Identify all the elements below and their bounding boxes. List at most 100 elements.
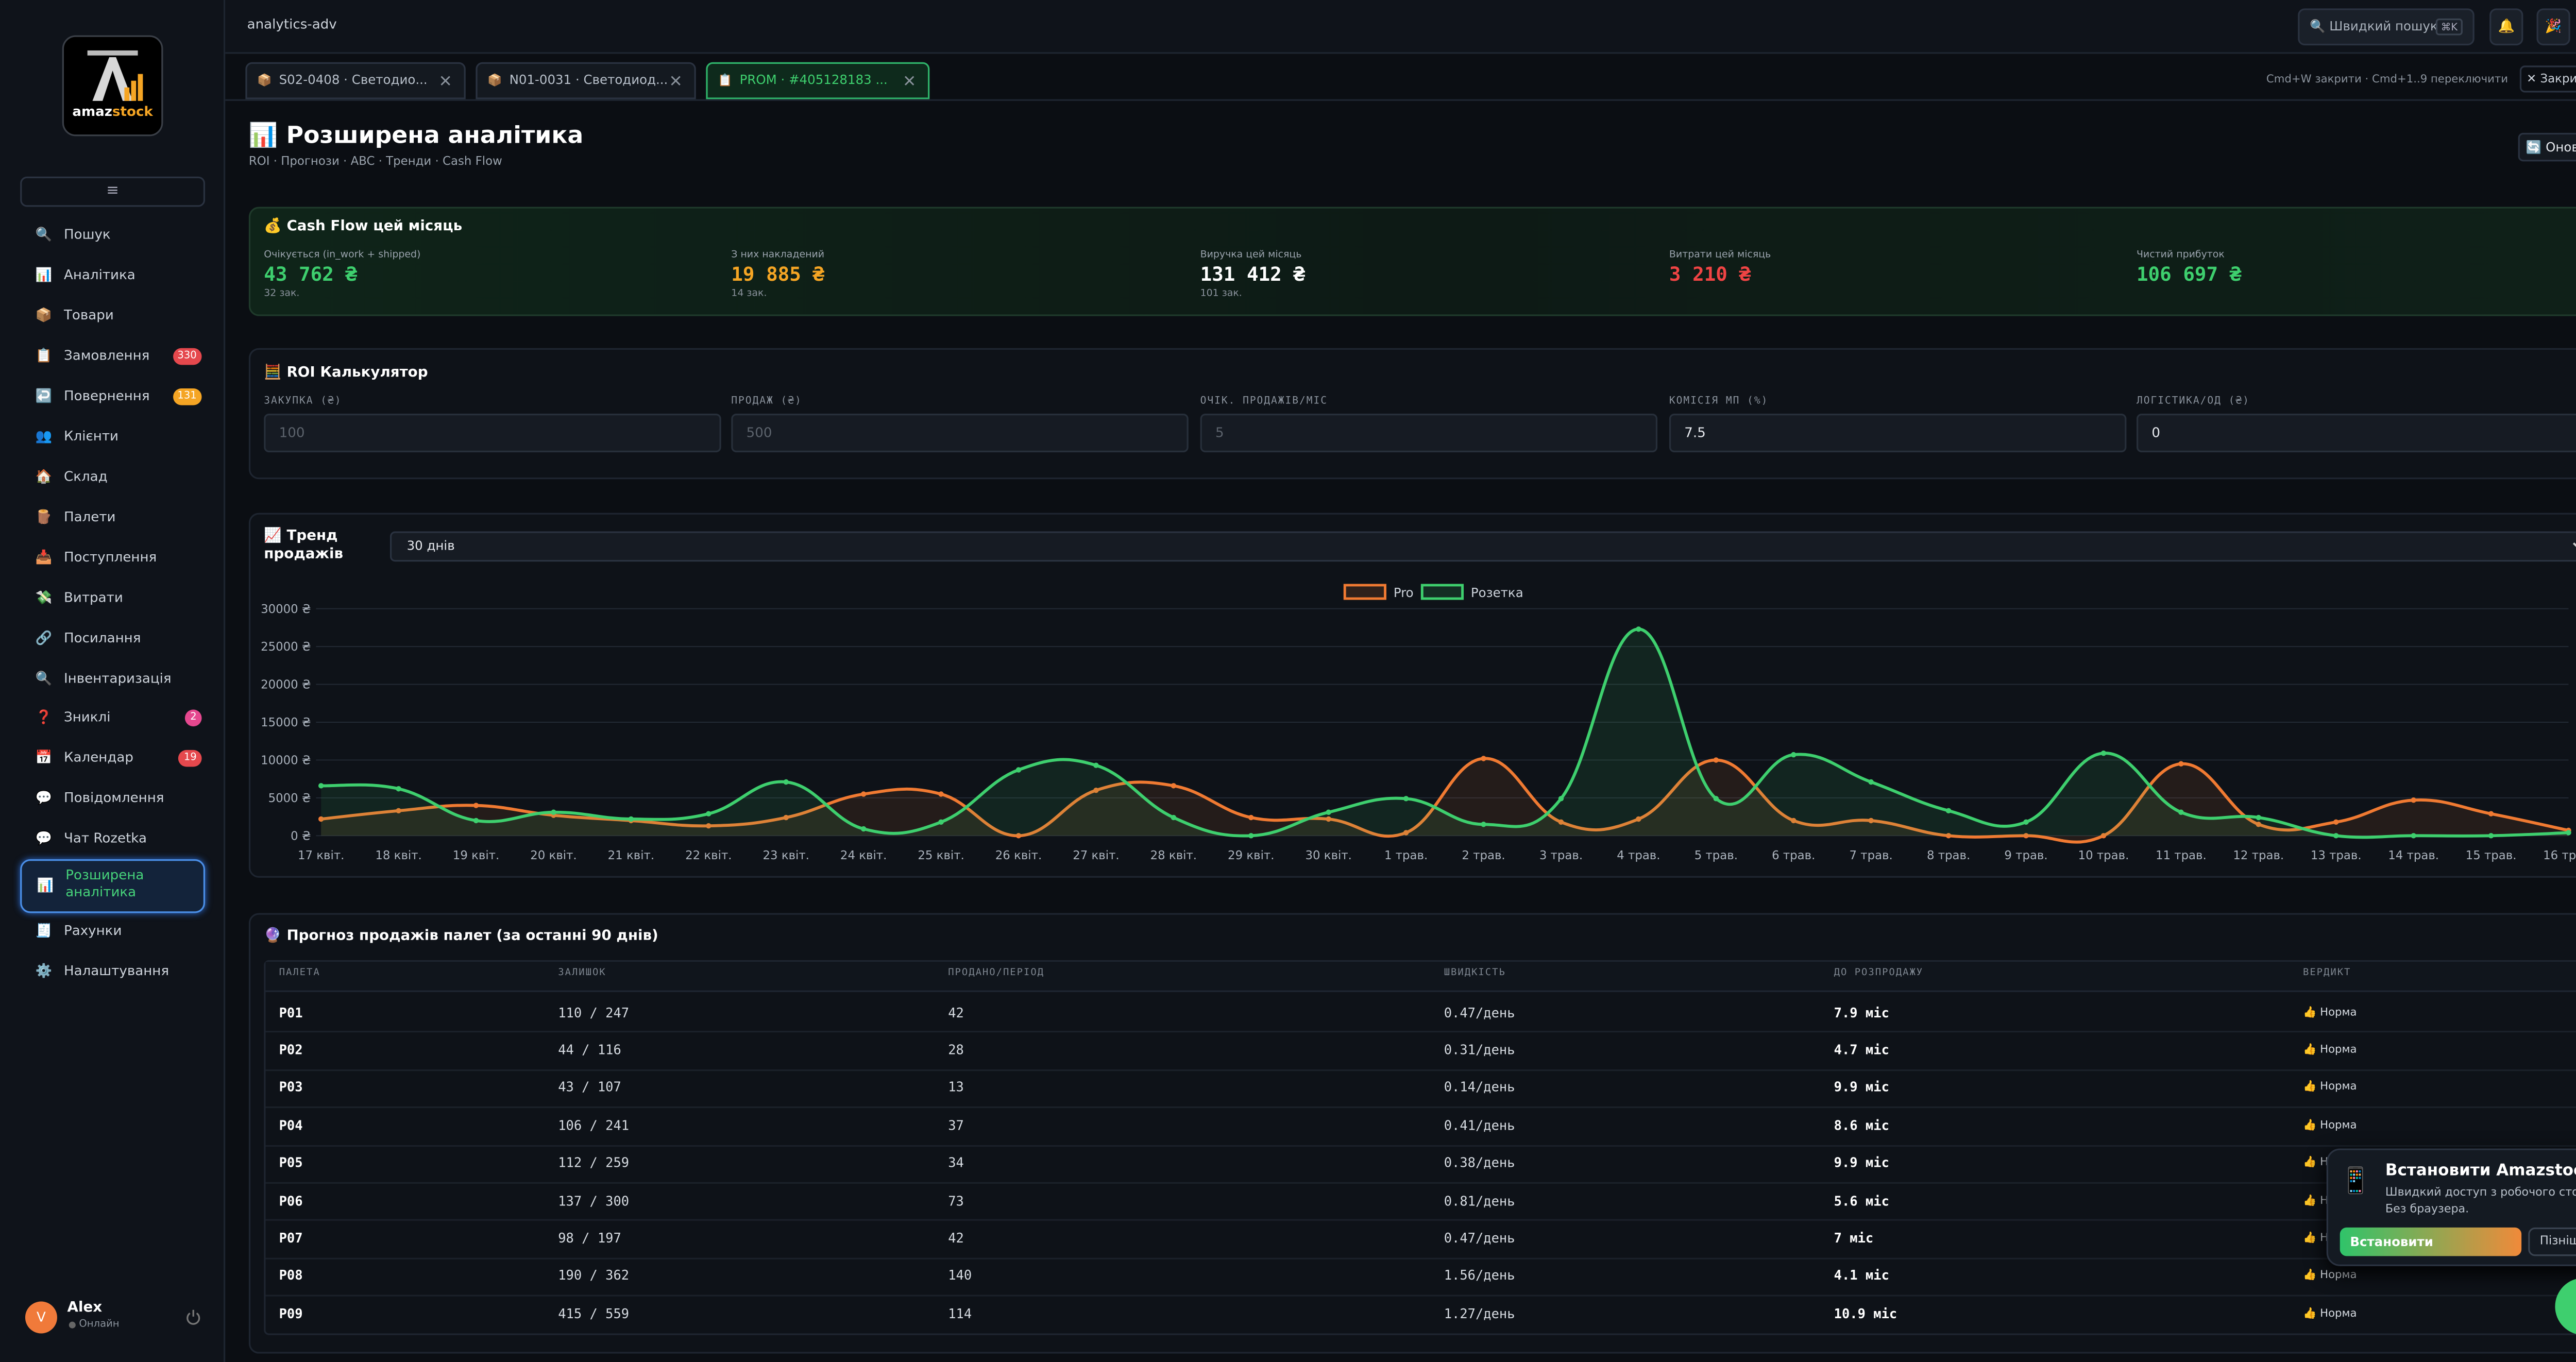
nav-badge: 131	[172, 388, 202, 405]
metric-value: 131 412 ₴	[1200, 262, 1305, 286]
input[interactable]: 0	[2136, 413, 2576, 453]
table-cell: 34	[948, 1155, 964, 1171]
metric-label: Витрати цей місяць	[1669, 250, 1771, 261]
input-value: 500	[746, 425, 772, 441]
tab[interactable]: 📦 S02-0408 · Светодио...	[245, 62, 466, 99]
nav-label: Склад	[63, 469, 108, 485]
page-subtitle: ROI · Прогнози · ABC · Тренди · Cash Flo…	[248, 155, 502, 168]
nav-item[interactable]: 💬 Чат Rozetka	[20, 822, 205, 856]
close-all[interactable]: ✕ Закрити всі	[2519, 65, 2576, 93]
nav-item[interactable]: 📥 Поступлення	[20, 541, 205, 575]
tab-label: PROM · #405128183 ...	[739, 72, 888, 88]
input[interactable]: 5	[1200, 413, 1658, 453]
logo-icon	[87, 50, 143, 101]
table-cell: 9.9 міс	[1834, 1080, 1889, 1095]
table-cell: 5.6 міс	[1834, 1193, 1889, 1208]
nav-item[interactable]: 📅 Календар 19	[20, 742, 205, 775]
table-cell: 👍 Норма	[2302, 1042, 2357, 1056]
tab-icon: 📦	[487, 74, 502, 88]
nav-item[interactable]: 📦 Товари	[20, 299, 205, 333]
tab-label: S02-0408 · Светодио...	[279, 72, 428, 88]
card-title: 📈 Тренд продажів	[264, 527, 344, 564]
nav-icon: ↩️	[35, 388, 53, 404]
sidebar-toggle[interactable]: ≡	[20, 176, 206, 207]
nav-item[interactable]: 🧾 Рахунки	[20, 915, 205, 948]
table-cell: 4.1 міс	[1834, 1268, 1889, 1284]
column-header: ЗАЛИШОК	[558, 968, 606, 979]
cashflow-card	[248, 207, 2576, 316]
table-cell: 0.41/день	[1444, 1117, 1515, 1133]
nav-item[interactable]: ⚙️ Налаштування	[20, 955, 205, 989]
nav-item[interactable]: 🏠 Склад	[20, 461, 205, 494]
nav-item[interactable]: 🔍 Пошук	[20, 218, 205, 252]
nav-icon: 💬	[35, 830, 53, 846]
table-cell: 10.9 міс	[1834, 1306, 1897, 1321]
table-cell: 0.38/день	[1444, 1155, 1515, 1171]
tab-close[interactable]	[671, 76, 681, 86]
logo: amazstock	[62, 35, 163, 137]
nav-icon: ⚙️	[35, 963, 53, 979]
tab[interactable]: 📦 N01-0031 · Светодиод...	[476, 62, 696, 99]
nav-item[interactable]: 📊 Аналітика	[20, 259, 205, 293]
popup-icon: 📱	[2340, 1165, 2371, 1196]
table-cell: 137 / 300	[558, 1193, 630, 1208]
metric-value: 43 762 ₴	[264, 262, 357, 286]
table-cell: P09	[279, 1306, 303, 1321]
nav-item[interactable]: 📋 Замовлення 330	[20, 339, 205, 373]
icon-button[interactable]: 🔔	[2489, 8, 2523, 46]
tab-icon: 📦	[257, 74, 272, 88]
table-cell: 140	[948, 1268, 972, 1284]
nav-item[interactable]: 💬 Повідомлення	[20, 782, 205, 815]
nav-item[interactable]: ❓ Зниклі 2	[20, 701, 205, 735]
nav-label: Товари	[63, 308, 114, 323]
input[interactable]: 500	[731, 413, 1189, 453]
input[interactable]: 100	[264, 413, 721, 453]
nav-item[interactable]: 💸 Витрати	[20, 582, 205, 615]
tabs-hint: Cmd+W закрити · Cmd+1..9 переключити	[2266, 72, 2509, 86]
nav-item[interactable]: ↩️ Повернення 131	[20, 380, 205, 414]
table-cell: P06	[279, 1193, 303, 1208]
table-cell: P02	[279, 1042, 303, 1058]
table-cell: 114	[948, 1306, 972, 1321]
install-popup: 📱 Встановити Amazstock Швидкий доступ з ро…	[2326, 1148, 2576, 1266]
nav-item[interactable]: 🔗 Посилання	[20, 622, 205, 656]
table-cell: 👍 Норма	[2302, 1080, 2357, 1094]
tab-close[interactable]	[904, 76, 914, 86]
nav-label: Зниклі	[63, 709, 111, 725]
page-title: 📊 Розширена аналітика	[248, 123, 584, 150]
nav-label: Календар	[63, 750, 133, 765]
popup-title: Встановити Amazstock	[2385, 1162, 2576, 1181]
nav-label: Поступлення	[63, 550, 157, 565]
status-dot	[69, 1321, 76, 1329]
input-value: 100	[279, 425, 305, 441]
nav-item[interactable]: 📊 Розширена аналітика	[20, 859, 206, 913]
nav-icon: 📅	[35, 750, 53, 765]
column-header: ВЕРДИКТ	[2302, 968, 2351, 979]
later-button[interactable]: Пізніше	[2528, 1227, 2576, 1256]
nav-item[interactable]: 🪵 Палети	[20, 501, 205, 535]
icon-button[interactable]: 🎉	[2536, 8, 2570, 46]
metric-value: 19 885 ₴	[731, 262, 825, 286]
install-button[interactable]: Встановити	[2340, 1227, 2522, 1256]
table-cell: 42	[948, 1005, 964, 1020]
input-value: 7.5	[1684, 425, 1706, 441]
period-select[interactable]: 30 днів	[389, 531, 2576, 562]
table-cell: 42	[948, 1231, 964, 1246]
refresh-button[interactable]: 🔄 Оновити	[2518, 132, 2576, 162]
nav-item[interactable]: 👥 Клієнти	[20, 420, 205, 454]
row-divider	[265, 1219, 2576, 1222]
metric-label: Очікується (in_work + shipped)	[264, 250, 421, 261]
tab[interactable]: 📋 PROM · #405128183 ...	[706, 62, 930, 99]
search-box[interactable]: 🔍 Швидкий пошук ⌘K	[2298, 8, 2475, 46]
table-cell: 0.14/день	[1444, 1080, 1515, 1095]
table	[264, 960, 2576, 1335]
table-cell: 98 / 197	[558, 1231, 621, 1246]
tab-close[interactable]	[440, 76, 451, 86]
user-name: Alex	[67, 1300, 103, 1317]
logo-part: stock	[112, 104, 153, 120]
nav-item[interactable]: 🔍 Інвентаризація	[20, 662, 205, 696]
user-status: Онлайн	[79, 1318, 120, 1330]
input[interactable]: 7.5	[1669, 413, 2127, 453]
logout-icon[interactable]	[185, 1308, 202, 1325]
